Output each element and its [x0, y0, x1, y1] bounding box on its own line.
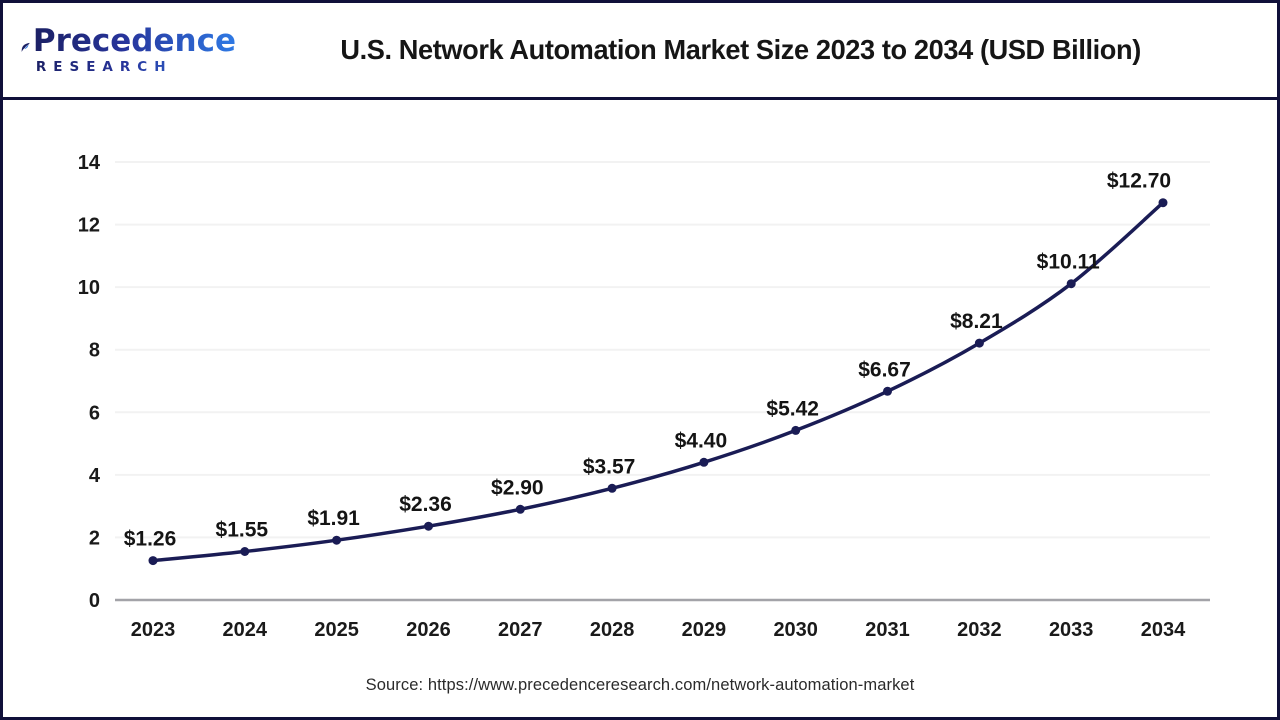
x-axis-tick-label: 2028 [590, 619, 635, 641]
data-point [515, 504, 525, 514]
x-axis-tick-label: 2031 [865, 619, 910, 641]
x-axis-tick-label: 2024 [223, 619, 268, 641]
brand-logo: Precedence RESEARCH [21, 22, 236, 75]
data-point-label: $1.26 [124, 528, 177, 551]
title-wrap: U.S. Network Automation Market Size 2023… [236, 34, 1255, 66]
data-point [240, 547, 250, 556]
page-title: U.S. Network Automation Market Size 2023… [340, 34, 1141, 65]
data-point [332, 535, 342, 545]
brand-name-top: Precedence [32, 22, 236, 59]
data-point-label: $8.21 [950, 310, 1003, 333]
data-point [1066, 279, 1076, 289]
y-axis-tick-label: 4 [89, 465, 101, 487]
data-point-label: $2.36 [399, 493, 452, 516]
x-axis-tick-label: 2025 [314, 619, 359, 641]
x-axis-tick-label: 2029 [682, 619, 727, 641]
data-point-label: $3.57 [583, 455, 636, 478]
brand-name: Precedence RESEARCH [32, 22, 236, 75]
data-point-label: $2.90 [491, 476, 544, 499]
footer: Source: https://www.precedenceresearch.c… [3, 670, 1277, 717]
brand-name-bottom: RESEARCH [33, 60, 236, 75]
x-axis-tick-label: 2033 [1049, 619, 1094, 641]
x-axis-tick-label: 2023 [131, 619, 176, 641]
brand-leaf-icon [21, 42, 30, 52]
data-point-label: $6.67 [858, 358, 911, 381]
line-chart-svg: 0 2 4 6 8 10 12 14 2023 $1.26 2024 $1.55 2025 $1.91 20… [78, 152, 1210, 641]
data-point-label: $1.55 [216, 519, 269, 542]
data-point [607, 483, 617, 493]
data-point [148, 556, 158, 566]
data-point-label: $5.42 [766, 397, 819, 420]
data-point-label: $4.40 [675, 429, 728, 452]
x-axis-tick-label: 2030 [773, 619, 818, 641]
y-axis-tick-label: 0 [89, 590, 100, 612]
data-point-label: $10.11 [1037, 251, 1100, 274]
x-axis-tick-label: 2032 [957, 619, 1002, 641]
data-point [974, 338, 984, 348]
data-point [883, 386, 892, 396]
y-axis-tick-label: 12 [78, 215, 100, 237]
y-axis-tick-label: 8 [89, 340, 100, 362]
x-axis-tick-label: 2026 [406, 619, 451, 641]
y-axis-tick-label: 2 [89, 527, 100, 549]
data-point-label: $1.91 [307, 507, 360, 530]
x-axis-tick-label: 2027 [498, 619, 543, 641]
y-axis-tick-label: 10 [78, 277, 100, 299]
trend-line [151, 200, 1165, 563]
y-axis-tick-label: 14 [78, 152, 101, 174]
data-point [791, 425, 801, 435]
data-point [1158, 198, 1168, 208]
chart: 0 2 4 6 8 10 12 14 2023 $1.26 2024 $1.55 2025 $1.91 20… [3, 100, 1277, 670]
data-point-label: $12.70 [1107, 170, 1171, 193]
x-axis-tick-label: 2034 [1141, 619, 1186, 641]
data-point [424, 521, 433, 531]
source-text: Source: https://www.precedenceresearch.c… [365, 676, 915, 694]
data-point [699, 457, 709, 467]
header: Precedence RESEARCH U.S. Network Automat… [3, 3, 1277, 100]
y-axis-tick-label: 6 [89, 402, 100, 424]
